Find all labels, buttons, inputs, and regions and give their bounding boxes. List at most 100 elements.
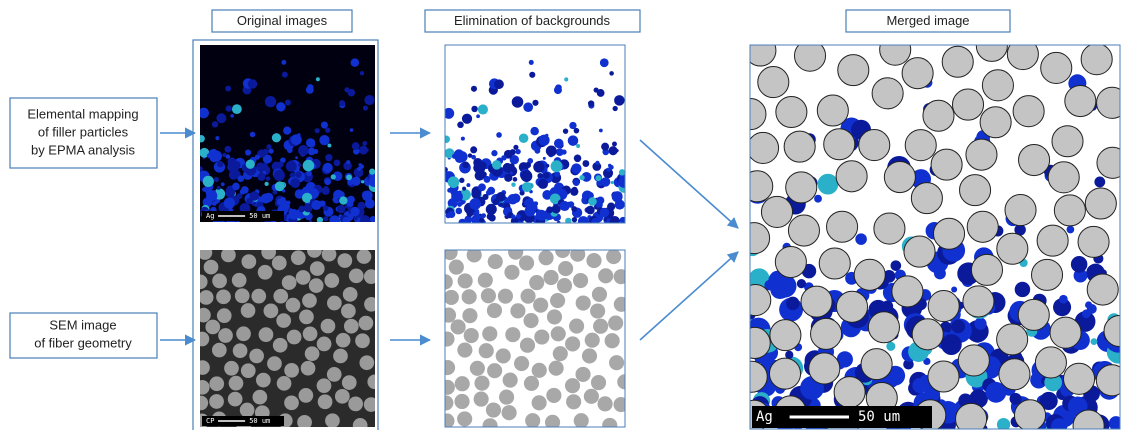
fiber [474, 376, 489, 391]
fiber [739, 223, 770, 254]
fiber [324, 273, 339, 288]
particle [446, 213, 451, 218]
fiber [455, 376, 470, 391]
fiber [532, 363, 547, 378]
fiber [1007, 39, 1038, 70]
fiber [212, 343, 227, 358]
particle [466, 210, 473, 217]
fiber [923, 100, 954, 131]
particle [295, 172, 301, 178]
particle [461, 137, 465, 141]
fiber [457, 411, 472, 426]
particle [350, 128, 354, 132]
fiber [474, 392, 489, 407]
fiber [758, 67, 789, 98]
particle [306, 171, 312, 177]
fiber [335, 389, 350, 404]
particle [454, 149, 464, 159]
fiber [742, 171, 773, 202]
fiber [553, 346, 568, 361]
particle [519, 134, 528, 143]
particle [221, 182, 225, 186]
fiber [205, 320, 220, 335]
fiber [209, 394, 224, 409]
particle [358, 202, 366, 210]
particle [470, 146, 477, 153]
particle [530, 127, 538, 135]
fiber [341, 304, 356, 319]
particle [288, 209, 299, 220]
fiber [253, 390, 268, 405]
particle [215, 136, 219, 140]
particle [447, 188, 452, 193]
fiber [598, 268, 613, 283]
fiber [481, 288, 496, 303]
fiber [440, 380, 455, 395]
input-label: of fiber geometry [34, 335, 132, 350]
particle [463, 161, 470, 168]
fiber [574, 413, 589, 428]
fiber [868, 312, 899, 343]
fiber [544, 270, 559, 285]
particle [337, 205, 346, 214]
particle [951, 320, 965, 334]
fiber [259, 327, 274, 342]
particle [313, 191, 319, 197]
particle [471, 86, 477, 92]
particle [246, 160, 255, 169]
particle [319, 135, 329, 145]
particle [357, 167, 361, 171]
fiber [337, 253, 352, 268]
fiber [838, 55, 869, 86]
particle [536, 161, 543, 168]
particle [496, 132, 502, 138]
fiber [824, 129, 855, 160]
fiber [576, 295, 591, 310]
fiber [209, 376, 224, 391]
fiber [809, 353, 840, 384]
fiber [232, 273, 247, 288]
fiber [817, 95, 848, 126]
fiber [282, 275, 297, 290]
fiber [788, 215, 819, 246]
particle [361, 180, 364, 183]
scale-element: CP [206, 417, 214, 425]
particle [571, 163, 581, 173]
particle [578, 216, 589, 227]
fiber [1041, 52, 1072, 83]
particle [462, 187, 466, 191]
particle [521, 170, 533, 182]
particle [290, 172, 296, 178]
fiber [478, 273, 493, 288]
fiber [233, 343, 248, 358]
fiber [736, 361, 767, 392]
fiber [558, 261, 573, 276]
particle [479, 218, 484, 223]
fiber [740, 285, 771, 316]
fiber [240, 403, 255, 418]
fiber [212, 274, 227, 289]
particle [529, 72, 535, 78]
particle [459, 178, 464, 183]
fiber [348, 397, 363, 412]
fiber [355, 333, 370, 348]
particle [471, 106, 477, 112]
fiber [451, 319, 466, 334]
particle [973, 333, 983, 343]
fiber [216, 289, 231, 304]
fiber [228, 392, 243, 407]
particle [298, 163, 301, 166]
particle [1059, 295, 1068, 304]
particle [334, 160, 341, 167]
fiber [327, 367, 342, 382]
particle [1015, 282, 1030, 297]
fiber [770, 320, 801, 351]
particle [216, 113, 226, 123]
particle [474, 162, 485, 173]
particle [491, 150, 497, 156]
particle [494, 79, 504, 89]
particle [546, 145, 557, 156]
particle [274, 170, 285, 181]
fiber [458, 273, 473, 288]
fiber [606, 249, 621, 264]
